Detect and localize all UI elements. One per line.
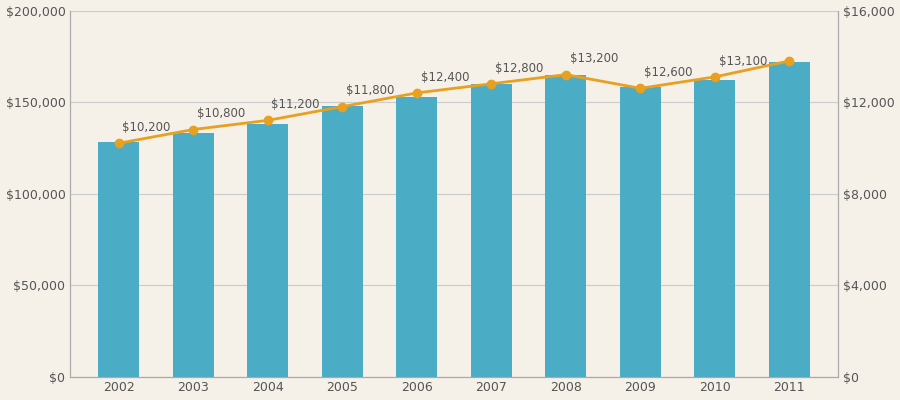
Bar [322, 106, 363, 376]
Text: $12,800: $12,800 [495, 62, 544, 75]
Bar [173, 133, 213, 376]
Text: $10,800: $10,800 [197, 107, 245, 120]
Text: $13,200: $13,200 [570, 52, 618, 66]
Bar [98, 142, 140, 376]
Bar [396, 96, 437, 376]
Text: $11,800: $11,800 [346, 84, 394, 98]
Bar [545, 75, 586, 376]
Bar [248, 124, 288, 376]
Text: $10,200: $10,200 [122, 121, 171, 134]
Bar [471, 84, 512, 376]
Bar [769, 62, 810, 376]
Text: $12,600: $12,600 [644, 66, 693, 79]
Bar [620, 88, 661, 376]
Bar [695, 80, 735, 376]
Text: $13,100: $13,100 [718, 55, 767, 68]
Text: $12,400: $12,400 [420, 71, 469, 84]
Text: $11,200: $11,200 [272, 98, 320, 111]
